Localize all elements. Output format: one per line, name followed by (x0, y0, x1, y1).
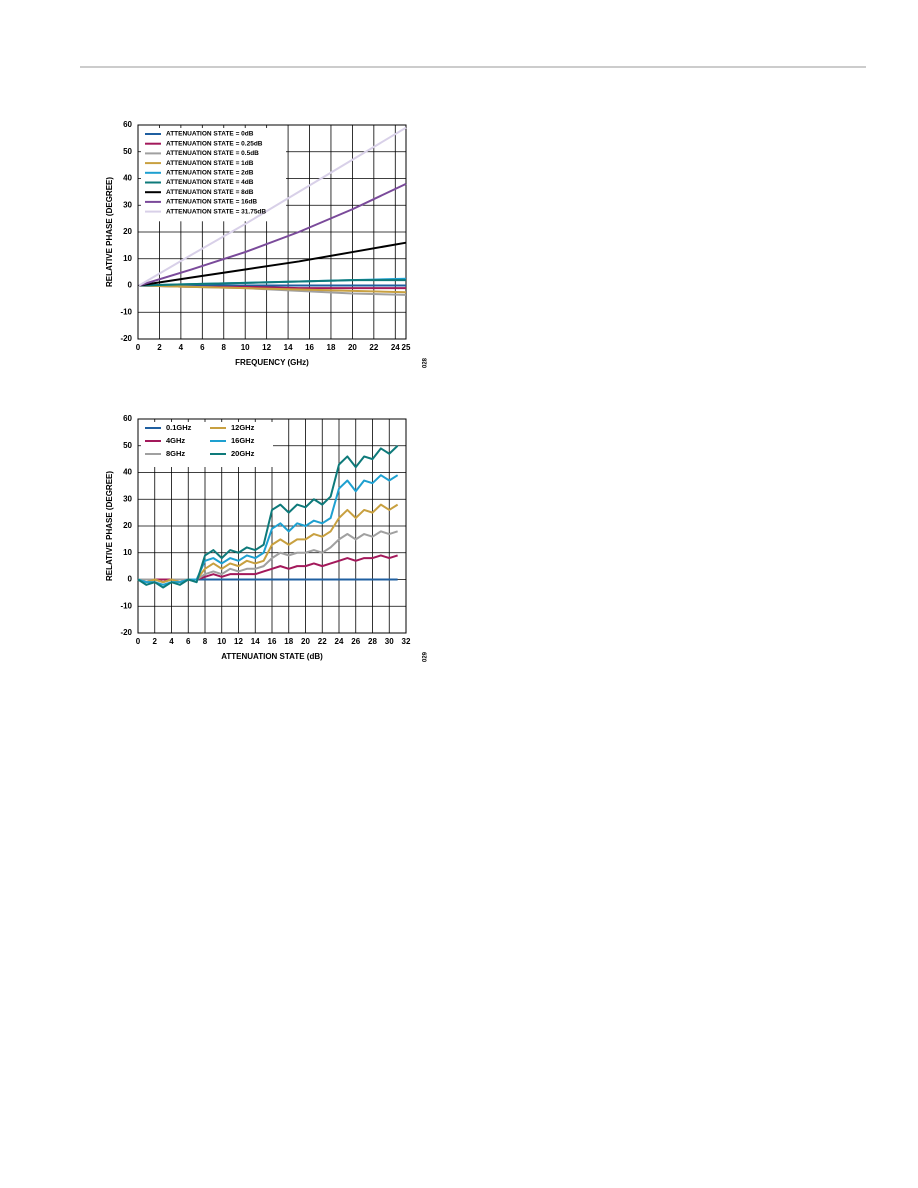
y-tick-label: 40 (123, 468, 132, 477)
figure-id: 029 (423, 651, 429, 662)
legend-label: 8GHz (166, 449, 185, 458)
x-tick-label: 0 (136, 343, 141, 352)
y-tick-label: 60 (123, 120, 132, 129)
x-tick-label: 22 (369, 343, 378, 352)
x-tick-label: 16 (305, 343, 314, 352)
y-tick-label: -10 (120, 601, 132, 610)
series-line (139, 279, 406, 287)
legend-label: ATTENUATION STATE = 31.75dB (166, 208, 266, 215)
series-line (137, 445, 399, 589)
y-tick-label: -20 (120, 628, 132, 637)
series-line (137, 474, 399, 586)
legend-label: ATTENUATION STATE = 8dB (166, 189, 254, 196)
x-tick-label: 6 (186, 637, 191, 646)
x-tick-label: 8 (203, 637, 208, 646)
x-tick-label: 32 (402, 637, 411, 646)
series-line (139, 284, 407, 294)
x-tick-label: 2 (157, 343, 162, 352)
y-tick-label: 30 (123, 494, 132, 503)
series-line (138, 530, 398, 584)
legend-label: ATTENUATION STATE = 16dB (166, 199, 257, 206)
legend-label: ATTENUATION STATE = 2dB (166, 170, 254, 177)
legend-label: 12GHz (231, 423, 255, 432)
plot-frame (137, 124, 407, 340)
y-tick-label: 20 (123, 227, 132, 236)
y-tick-label: 0 (128, 575, 133, 584)
series-line (138, 126, 407, 287)
y-tick-label: 30 (123, 200, 132, 209)
legend-label: ATTENUATION STATE = 1dB (166, 160, 254, 167)
legend-box (141, 422, 273, 467)
legend-label: 4GHz (166, 436, 185, 445)
x-tick-label: 30 (385, 637, 394, 646)
y-tick-label: 10 (123, 254, 132, 263)
x-tick-label: 22 (318, 637, 327, 646)
x-axis-label: FREQUENCY (GHz) (235, 358, 309, 367)
y-axis-label: RELATIVE PHASE (DEGREE) (105, 177, 114, 287)
x-tick-label: 12 (262, 343, 271, 352)
x-tick-label: 28 (368, 637, 377, 646)
legend-label: ATTENUATION STATE = 0dB (166, 131, 254, 138)
legend-box (141, 128, 286, 222)
x-tick-label: 20 (348, 343, 357, 352)
x-tick-label: 24 (391, 343, 400, 352)
x-tick-label: 20 (301, 637, 310, 646)
x-tick-label: 24 (335, 637, 344, 646)
y-tick-label: 40 (123, 174, 132, 183)
series-line (138, 182, 407, 287)
x-tick-label: 14 (251, 637, 260, 646)
legend-label: ATTENUATION STATE = 0.5dB (166, 150, 259, 157)
series-line (138, 241, 407, 287)
x-tick-label: 14 (284, 343, 293, 352)
x-tick-label: 4 (179, 343, 184, 352)
x-tick-label: 6 (200, 343, 205, 352)
legend-label: 16GHz (231, 436, 255, 445)
legend-label: 20GHz (231, 449, 255, 458)
x-tick-label: 25 (402, 343, 411, 352)
x-tick-label: 8 (222, 343, 227, 352)
legend-label: ATTENUATION STATE = 0.25dB (166, 140, 263, 147)
y-tick-label: 0 (128, 281, 133, 290)
x-tick-label: 18 (284, 637, 293, 646)
y-tick-label: -10 (120, 307, 132, 316)
y-tick-label: 10 (123, 548, 132, 557)
x-tick-label: 0 (136, 637, 141, 646)
y-axis-label: RELATIVE PHASE (DEGREE) (105, 471, 114, 581)
x-tick-label: 10 (241, 343, 250, 352)
y-tick-label: 50 (123, 147, 132, 156)
x-tick-label: 26 (351, 637, 360, 646)
figure-id: 028 (423, 357, 429, 368)
y-tick-label: 60 (123, 414, 132, 423)
x-tick-label: 18 (327, 343, 336, 352)
legend-label: 0.1GHz (166, 423, 192, 432)
y-tick-label: -20 (120, 334, 132, 343)
legend-label: ATTENUATION STATE = 4dB (166, 179, 254, 186)
x-axis-label: ATTENUATION STATE (dB) (221, 652, 323, 661)
x-tick-label: 4 (169, 637, 174, 646)
x-tick-label: 12 (234, 637, 243, 646)
y-tick-label: 20 (123, 521, 132, 530)
x-tick-label: 2 (153, 637, 158, 646)
y-tick-label: 50 (123, 441, 132, 450)
x-tick-label: 10 (217, 637, 226, 646)
x-tick-label: 16 (268, 637, 277, 646)
plot-frame (137, 418, 407, 634)
